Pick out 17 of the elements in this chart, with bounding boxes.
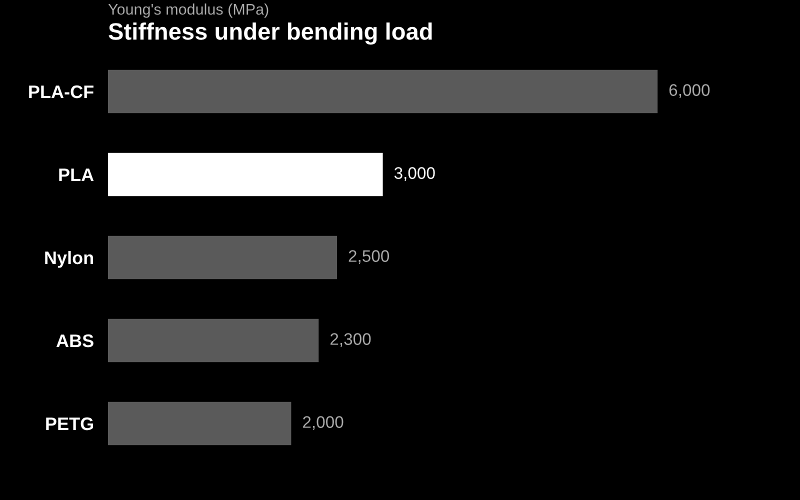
data-label: 2,300 <box>330 333 371 347</box>
data-label: 2,000 <box>303 416 344 430</box>
y-tick-label: PETG <box>46 417 93 430</box>
y-tick-label: ABS <box>56 334 94 348</box>
data-label: 2,500 <box>348 250 390 264</box>
y-tick-label: PLA <box>59 168 94 182</box>
bar <box>108 152 383 196</box>
bar <box>108 318 319 362</box>
bar <box>108 70 658 114</box>
y-tick-label: Nylon <box>45 250 93 268</box>
chart-title: Stiffness under bending load <box>108 22 432 45</box>
bar <box>108 236 337 280</box>
chart-subtitle: Young's modulus (MPa) <box>108 4 268 18</box>
y-tick-label: PLA-CF <box>29 85 94 98</box>
data-label: 6,000 <box>669 84 710 98</box>
bar <box>108 402 292 446</box>
data-label: 3,000 <box>394 167 435 181</box>
